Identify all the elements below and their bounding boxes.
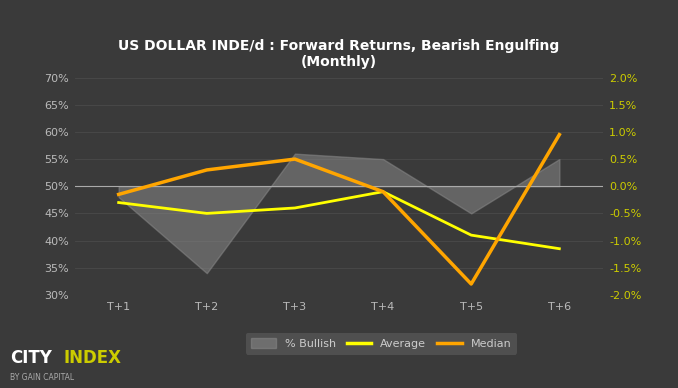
Text: BY GAIN CAPITAL: BY GAIN CAPITAL [10, 373, 75, 382]
Text: INDEX: INDEX [63, 349, 121, 367]
Text: CITY: CITY [10, 349, 52, 367]
Legend: % Bullish, Average, Median: % Bullish, Average, Median [245, 333, 517, 355]
Title: US DOLLAR INDE/d : Forward Returns, Bearish Engulfing
(Monthly): US DOLLAR INDE/d : Forward Returns, Bear… [119, 39, 559, 69]
